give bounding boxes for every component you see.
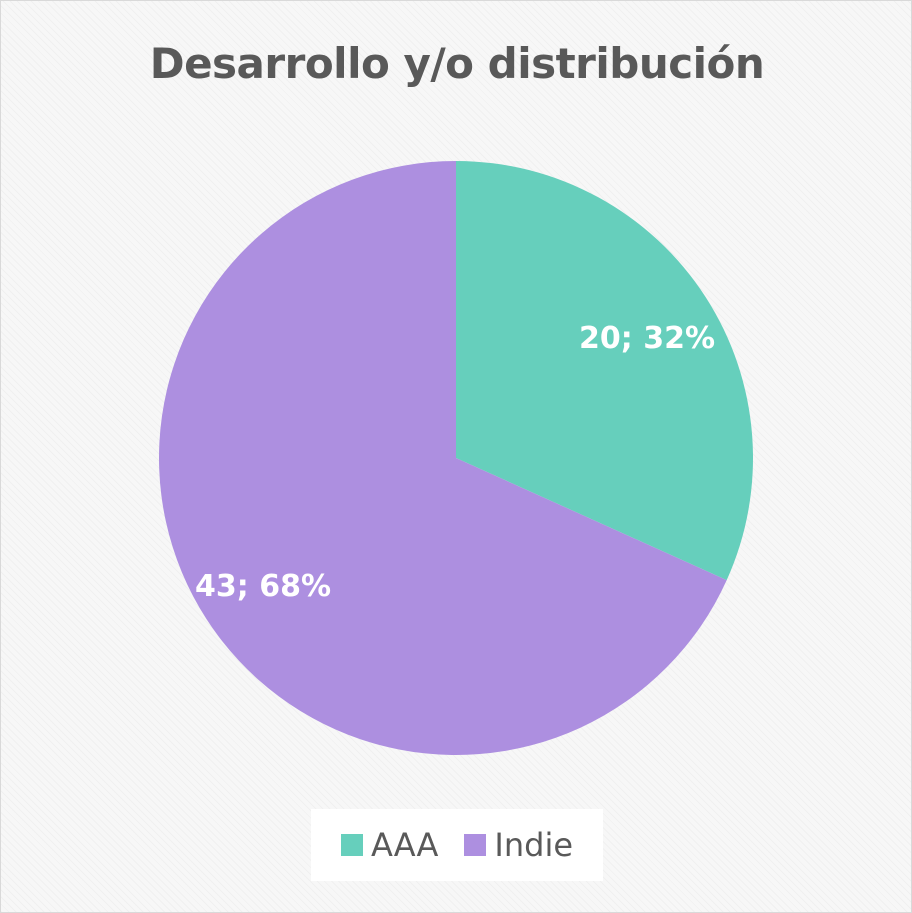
legend-swatch-aaa (340, 834, 363, 856)
data-label-aaa: 20; 32% (579, 321, 715, 356)
legend-item-aaa: AAA (340, 826, 439, 864)
legend-label-indie: Indie (494, 826, 574, 864)
chart-title: Desarrollo y/o distribución (149, 39, 765, 88)
pie-slice-indie (158, 161, 727, 755)
legend-item-indie: Indie (464, 826, 573, 864)
legend-swatch-indie (464, 834, 487, 856)
pie-slice-aaa (456, 161, 753, 581)
legend: AAA Indie (311, 809, 603, 881)
legend-label-aaa: AAA (370, 826, 439, 864)
data-label-indie: 43; 68% (195, 569, 331, 604)
